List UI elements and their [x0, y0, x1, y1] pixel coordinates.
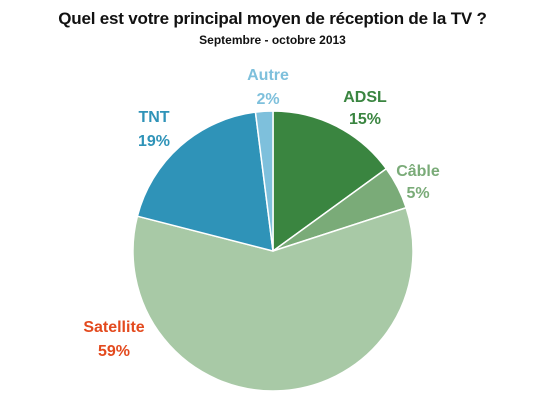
pie-slice-tnt — [136, 111, 274, 252]
chart-subtitle: Septembre - octobre 2013 — [199, 33, 346, 47]
slice-value-autre: 2% — [256, 91, 279, 108]
slice-name-satellite: Satellite — [83, 319, 144, 336]
slice-name-autre: Autre — [247, 67, 289, 84]
pie-slice-satellite — [132, 206, 414, 392]
slice-value-satellite: 59% — [98, 343, 130, 360]
slice-name-tnt: TNT — [138, 109, 169, 126]
slice-value-adsl: 15% — [349, 111, 381, 128]
slice-name-c-ble: Câble — [396, 163, 440, 180]
slice-name-adsl: ADSL — [343, 89, 387, 106]
pie-slices — [132, 110, 414, 392]
slice-value-c-ble: 5% — [406, 185, 429, 202]
slice-value-tnt: 19% — [138, 133, 170, 150]
pie-slice-autre — [254, 110, 274, 252]
pie-slice-adsl — [272, 110, 388, 252]
chart-title: Quel est votre principal moyen de récept… — [58, 9, 487, 28]
pie-labels: ADSL 15% Câble 5% Satellite 59% TNT 19% Autre 2% — [83, 67, 440, 360]
